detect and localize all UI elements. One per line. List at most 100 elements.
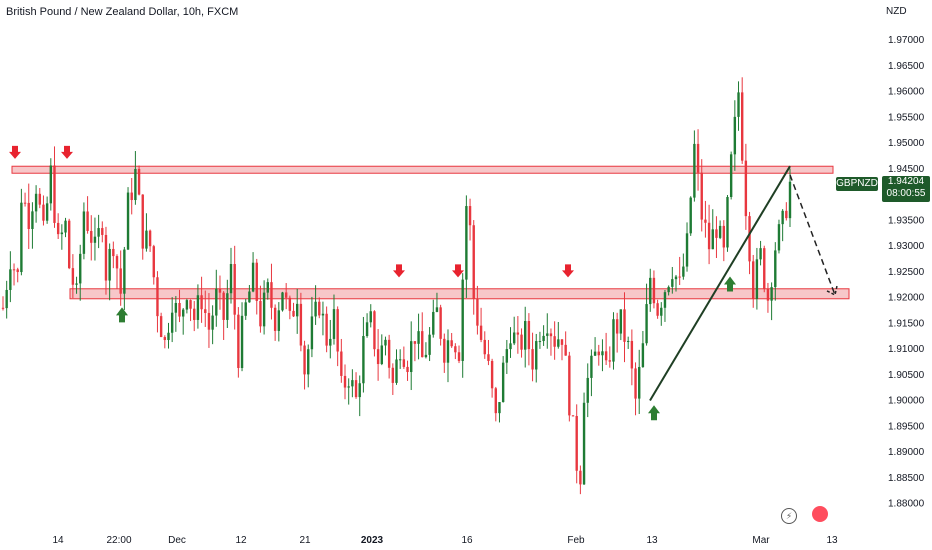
candle-body: [472, 225, 475, 299]
candle-body: [329, 338, 332, 346]
candle-body: [38, 193, 41, 205]
candle-body: [9, 269, 12, 290]
candle-body: [53, 165, 56, 223]
currency-label: NZD: [886, 6, 907, 17]
time-tick-label: 14: [52, 535, 64, 546]
candle-body: [193, 308, 196, 320]
candle-body: [362, 336, 365, 384]
candle-body: [196, 295, 200, 320]
candle-body: [733, 116, 737, 155]
candle-body: [244, 302, 247, 316]
arrow-down-icon: [393, 264, 405, 278]
candle-body: [608, 360, 611, 362]
price-tick-label: 1.94500: [888, 164, 925, 175]
candle-body: [90, 230, 93, 243]
candle-body: [641, 343, 645, 368]
candle-body: [667, 286, 670, 293]
candle-body: [170, 312, 174, 333]
arrow-up-icon: [724, 276, 736, 292]
trendline: [649, 165, 791, 402]
candle-body: [159, 316, 163, 338]
candle-body: [454, 346, 457, 353]
candle-body: [615, 319, 619, 334]
candle-body: [79, 253, 82, 284]
candle-body: [729, 154, 733, 198]
candle-body: [685, 233, 689, 267]
candle-body: [67, 220, 71, 269]
candle-body: [759, 248, 762, 260]
candle-body: [763, 248, 766, 289]
candle-body: [443, 338, 446, 363]
candle-body: [395, 359, 398, 383]
candle-body: [586, 377, 589, 403]
candle-body: [413, 341, 417, 344]
price-tick-label: 1.90000: [888, 396, 925, 407]
candle-body: [248, 291, 251, 303]
price-tick-label: 1.93000: [888, 241, 925, 252]
candle-body: [75, 283, 78, 285]
candle-body: [535, 341, 538, 370]
candle-body: [612, 319, 615, 362]
candle-body: [571, 415, 575, 417]
arrow-up-icon: [116, 307, 128, 323]
candle-body: [774, 250, 777, 288]
candle-body: [671, 279, 674, 287]
price-tick-label: 1.95500: [888, 112, 925, 123]
candle-body: [259, 300, 262, 327]
candle-body: [384, 339, 387, 346]
candle-body: [101, 228, 104, 235]
candle-body: [490, 360, 494, 389]
candle-body: [498, 402, 501, 414]
candle-body: [601, 351, 604, 356]
candle-body: [211, 315, 214, 330]
last-price: 1.94204: [887, 176, 925, 187]
candle-body: [178, 302, 181, 317]
candle-body: [270, 282, 273, 308]
candle-body: [376, 349, 380, 365]
time-tick-label: 13: [646, 535, 658, 546]
candle-body: [296, 303, 299, 317]
candle-body: [582, 402, 586, 485]
candle-body: [281, 292, 284, 311]
candle-body: [516, 332, 520, 335]
candle-body: [788, 181, 792, 219]
flash-icon[interactable]: ⚡: [781, 508, 797, 524]
price-tick-label: 1.90500: [888, 370, 925, 381]
candle-body: [167, 332, 170, 341]
price-tick-label: 1.92500: [888, 267, 925, 278]
candle-body: [707, 222, 711, 250]
candle-body: [284, 292, 288, 298]
candle-body: [34, 193, 38, 212]
candle-body: [354, 380, 358, 398]
candle-body: [163, 337, 167, 341]
candle-body: [700, 172, 703, 220]
candle-body: [332, 309, 336, 339]
candle-body: [744, 160, 748, 217]
price-axis: 1.97000 1.96500 1.96000 1.95500 1.95000 1.945…: [888, 35, 925, 510]
candle-body: [634, 368, 637, 399]
candle-body: [20, 202, 23, 273]
candle-body: [630, 340, 634, 369]
price-tick-label: 1.97000: [888, 35, 925, 46]
candle-body: [604, 351, 608, 361]
candle-body: [148, 230, 152, 247]
candle-body: [240, 315, 244, 369]
candle-body: [737, 92, 740, 117]
candle-body: [123, 249, 126, 294]
candle-body: [660, 307, 663, 316]
candle-body: [1, 307, 5, 309]
time-tick-label: Mar: [752, 535, 770, 546]
candle-body: [226, 293, 229, 320]
candle-body: [152, 246, 155, 278]
candle-body: [446, 340, 450, 363]
candle-body: [597, 351, 600, 356]
candle-body: [86, 211, 89, 231]
candle-body: [343, 375, 347, 388]
candle-body: [538, 341, 542, 343]
candle-body: [524, 321, 527, 350]
candle-body: [340, 351, 343, 376]
candle-body: [358, 383, 361, 398]
globe-icon[interactable]: [812, 506, 828, 522]
candle-body: [785, 210, 788, 219]
